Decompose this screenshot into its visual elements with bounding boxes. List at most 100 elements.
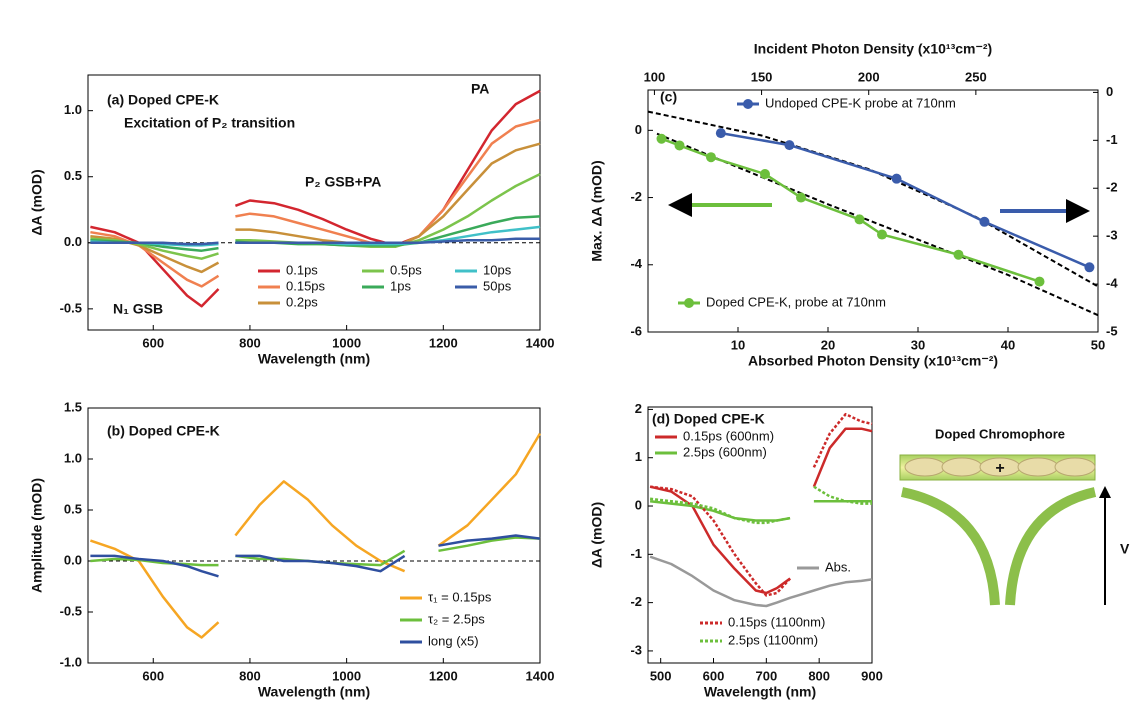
point [656,133,667,144]
x-tick-label: 600 [142,668,164,683]
segment [904,457,946,477]
diagram-title: Doped Chromophore [935,426,1065,441]
band-left [900,487,1000,606]
legend-label: 50ps [483,278,512,293]
y-tick-label: 1 [635,449,642,464]
y-tick-label: -6 [630,323,642,338]
panel: -6 -4 -2 0 10 20 30 40 50 0 -1 -2 -3 -4 -5 100 150 200 250… [589,41,1119,369]
series-line [649,499,872,522]
x2-tick-label: 150 [751,69,773,84]
panel: -1.0 -0.5 0.0 0.5 1.0 1.5 600 800 1000 1200 1400 Wa… [29,399,555,699]
legend-label: Doped CPE-K, probe at 710nm [706,294,886,309]
legend-label: τ₂ = 2.5ps [428,611,485,626]
x-axis-title: Absorbed Photon Density (x10¹³cm⁻²) [748,353,998,369]
series-line [649,412,873,597]
y2-tick-label: -5 [1106,323,1118,338]
legend-label: long (x5) [428,633,479,648]
annotation: (a) Doped CPE-K [107,92,219,108]
legend-label: 2.5ps (1100nm) [728,632,818,647]
annotation: PA [471,81,489,97]
series-line [90,215,541,252]
legend-label: 0.1ps [286,262,318,277]
point [877,229,887,240]
series-line [720,131,1090,269]
x2-tick-label: 250 [965,69,987,84]
x2-tick-label: 200 [858,69,880,84]
x-axis-title: Wavelength (nm) [258,684,370,700]
y2-tick-label: -4 [1106,276,1118,291]
y-tick-label: 2 [635,401,642,416]
legend-label: 0.15ps [286,278,326,293]
y-tick-label: -1.0 [60,654,82,669]
series-line [661,137,1040,283]
x-tick-label: 800 [239,335,261,350]
annotation: P₂ GSB+PA [305,174,381,190]
point [1034,276,1045,287]
point [953,249,964,260]
y-tick-label: -1 [630,546,642,561]
series-line [90,237,540,246]
arrow-label: V [1120,541,1130,557]
legend-label: 0.5ps [390,262,422,277]
series-line [649,485,872,525]
x2-tick-label: 100 [644,69,666,84]
point [760,169,770,180]
point [1084,262,1095,273]
x-tick-label: 1000 [332,668,361,683]
plot-frame [647,406,873,664]
annotation: (d) Doped CPE-K [652,411,765,427]
x-tick-label: 40 [1001,337,1015,352]
y-tick-label: 1.0 [64,450,82,465]
y-tick-label: -0.5 [60,300,82,315]
x-tick-label: 30 [911,337,925,352]
point [674,140,685,151]
panel: -0.5 0.0 0.5 1.0 600 800 1000 1200 1400 Wavelengt… [29,74,555,367]
legend-label: 0.15ps (1100nm) [728,614,825,629]
series-line [649,555,873,608]
x-tick-label: 1200 [429,335,458,350]
segment [1017,457,1059,477]
y-tick-label: -0.5 [60,603,82,618]
x-tick-label: 20 [821,337,835,352]
legend-label: 0.2ps [286,294,318,309]
x-tick-label: 1200 [429,668,458,683]
legend-label: 2.5ps (600nm) [683,444,767,459]
y-tick-label: 0.5 [64,168,82,183]
x-tick-label: 800 [808,668,830,683]
x-tick-label: 600 [703,668,725,683]
y-tick-label: -4 [630,256,642,271]
fit-line [647,110,1099,288]
y-tick-label: 0.0 [64,552,82,567]
annotation: (c) [660,89,677,105]
series-line [90,118,541,288]
y-tick-label: 0 [635,122,642,137]
y-tick-label: 1.5 [64,399,82,414]
y2-tick-label: -1 [1106,132,1118,147]
x-tick-label: 900 [861,668,883,683]
x-tick-label: 1000 [332,335,361,350]
x-tick-label: 700 [755,668,777,683]
y-axis-title: ΔA (mOD) [29,169,45,235]
x-tick-label: 800 [239,668,261,683]
y2-tick-label: -3 [1106,228,1118,243]
y-tick-label: 0 [635,497,642,512]
charge: + [995,460,1004,477]
y-tick-label: 0.0 [64,234,82,249]
x-tick-label: 10 [731,337,745,352]
plot-frame [647,89,1099,333]
x-axis-title: Wavelength (nm) [704,684,816,700]
y-tick-label: 1.0 [64,102,82,117]
plot-frame [87,74,541,331]
panel: -3 -2 -1 0 1 2 500 600 700 800 900 Wavelength (nm) Δ… [589,401,883,700]
x-tick-label: 50 [1091,337,1105,352]
y-axis-title: ΔA (mOD) [589,502,605,568]
legend-label: τ₁ = 0.15ps [428,589,492,604]
y-tick-label: -3 [630,642,642,657]
annotation: (b) Doped CPE-K [107,423,220,439]
legend-label: 1ps [390,278,411,293]
legend-label: Undoped CPE-K probe at 710nm [765,95,956,110]
point [979,216,990,227]
x-tick-label: 1400 [526,335,555,350]
point [854,214,865,225]
